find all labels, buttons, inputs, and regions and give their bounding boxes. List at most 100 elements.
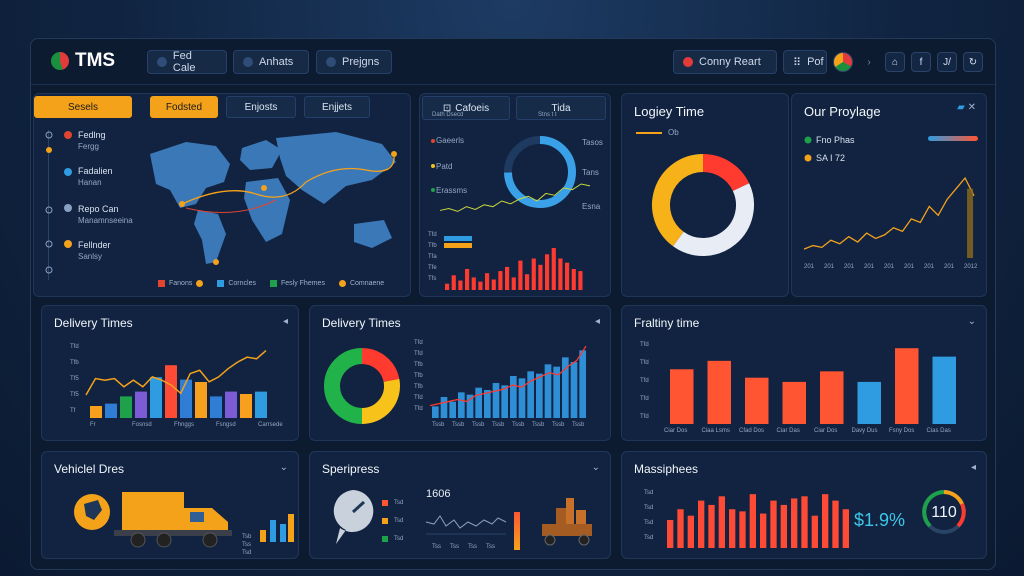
tick-label: Tssb	[512, 422, 525, 428]
side-item-label[interactable]: Fedlng	[78, 130, 106, 140]
donut-slice	[702, 154, 750, 192]
stat-dot-icon	[431, 188, 435, 192]
donut-slice	[673, 183, 754, 256]
prop-item-label: SA I 72	[816, 153, 846, 163]
tick-label: Tfb	[428, 243, 437, 249]
bar	[791, 498, 798, 548]
bar	[760, 513, 767, 548]
tick-label: Fhnggs	[174, 422, 195, 428]
tab-fodsted[interactable]: Fodsted	[150, 96, 218, 118]
stat-right-label: Esna	[582, 202, 601, 211]
bar	[195, 382, 207, 418]
bar	[718, 496, 725, 548]
chevron-left-icon[interactable]: ◂	[970, 462, 976, 473]
chevron-down-icon[interactable]: ⌄	[591, 462, 600, 473]
tab-sesels[interactable]: Sesels	[34, 96, 132, 118]
app-logo[interactable]: TMS	[51, 50, 115, 72]
item-icon	[64, 204, 72, 212]
bar	[857, 381, 881, 424]
tick-label: Tfd	[640, 360, 649, 366]
bar	[505, 266, 510, 290]
tick-label: Tssb	[492, 422, 505, 428]
prop-item-label: Fno Phas	[816, 135, 855, 145]
tick-label: Tss	[432, 544, 441, 550]
tab-label: Sesels	[67, 101, 98, 113]
tick-label: Tfd	[640, 378, 649, 384]
panel-title: Vehiclel Dres	[54, 462, 125, 476]
tick-label: Tfb	[414, 362, 423, 368]
bar	[729, 509, 736, 548]
nav-fedcale[interactable]: Fed Cale	[147, 50, 227, 74]
side-item-label[interactable]: Fadalien	[78, 166, 113, 176]
home-icon[interactable]: ⌂	[885, 52, 905, 72]
close-icon[interactable]: ✕	[967, 102, 976, 113]
bar	[440, 397, 448, 418]
stat-dot-icon	[431, 164, 435, 168]
tick-label: Fosnsd	[132, 422, 152, 428]
tick-label: 2012	[964, 264, 978, 270]
tick-label: Tfd	[414, 340, 423, 346]
chevron-icon[interactable]: ◂	[282, 316, 288, 327]
bar	[478, 281, 483, 290]
ring-arc	[504, 136, 576, 208]
avatar[interactable]	[833, 52, 853, 72]
tab-enjjets[interactable]: Enjjets	[304, 96, 370, 118]
chevron-right-icon[interactable]: ›	[867, 56, 871, 68]
chevron-icon[interactable]: ◂	[594, 316, 600, 327]
bar	[832, 500, 839, 548]
forklift-wheel	[544, 534, 556, 546]
folder-icon[interactable]: ▰	[957, 102, 965, 113]
route-line	[181, 153, 395, 205]
gauge-arc-green	[922, 490, 945, 528]
bar	[465, 269, 470, 290]
line-series	[429, 345, 587, 407]
nav-anhats[interactable]: Anhats	[233, 50, 309, 74]
location-pin-icon	[261, 185, 267, 191]
world-map[interactable]	[146, 124, 408, 274]
line-series	[425, 515, 507, 529]
share-button[interactable]: J/	[937, 52, 957, 72]
logic-panel: Logiey Time Ob	[621, 93, 789, 297]
bar	[120, 396, 132, 418]
side-item-label[interactable]: Repo Can	[78, 204, 119, 214]
tab-enjosts[interactable]: Enjosts	[226, 96, 296, 118]
side-item-label[interactable]: Fellnder	[78, 240, 111, 250]
tab-tida[interactable]: Tida	[516, 96, 606, 120]
bar	[545, 254, 550, 290]
legend-swatch	[382, 518, 388, 524]
tick-label: 201	[824, 264, 835, 270]
refresh-icon[interactable]: ↻	[963, 52, 983, 72]
timeline-dot-icon	[45, 131, 53, 139]
tick-label: 201	[904, 264, 915, 270]
bar	[579, 350, 586, 418]
timeline-dot-icon	[45, 266, 53, 274]
mini-tick: Tsb	[242, 534, 252, 540]
chart-icon	[243, 57, 253, 67]
subtab-label: Stns t t	[538, 112, 557, 118]
stats-ring-chart	[504, 136, 576, 208]
facebook-button[interactable]: f	[911, 52, 931, 72]
grid-button[interactable]: ⠿ Pof	[783, 50, 827, 74]
legend-swatch	[158, 280, 165, 287]
truck-wheel	[156, 532, 172, 548]
chevron-down-icon[interactable]: ⌄	[967, 316, 976, 327]
bar	[165, 365, 177, 418]
panel-title: Our Proylage	[804, 104, 881, 119]
mini-tick: Tss	[242, 542, 251, 548]
tick-label: Tfd	[640, 342, 649, 348]
tick-label: Fsny Dos	[889, 428, 915, 434]
chevron-down-icon[interactable]: ⌄	[279, 462, 288, 473]
tick-label: Tf5	[70, 376, 79, 382]
timeline-line	[48, 130, 49, 280]
tab-cafoeis[interactable]: ⊡ Cafoeis	[422, 96, 510, 120]
bar	[570, 362, 578, 418]
stat-right-label: Tasos	[582, 138, 603, 147]
nav-label: Fed Cale	[172, 50, 196, 74]
legend-swatch	[196, 280, 204, 287]
ms-gauge	[922, 490, 966, 534]
gauge-needle	[351, 500, 366, 514]
tick-label: 201	[844, 264, 855, 270]
nav-prejgns[interactable]: Prejgns	[316, 50, 392, 74]
report-button[interactable]: Conny Reart	[673, 50, 777, 74]
prop-line-chart	[803, 176, 975, 258]
